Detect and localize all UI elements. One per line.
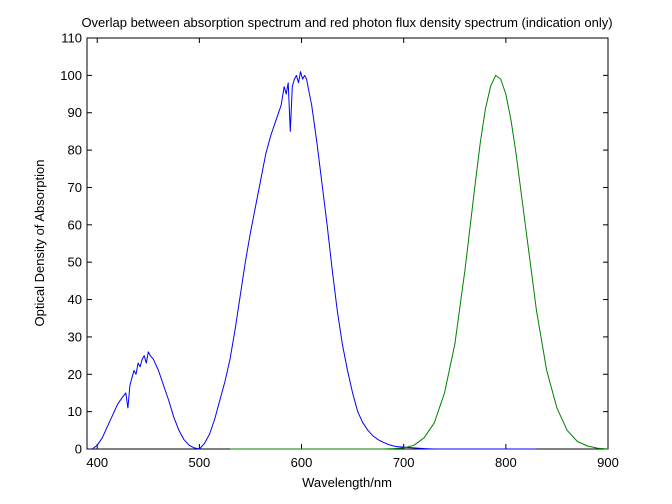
y-axis-label: Optical Density of Absorption <box>32 160 47 327</box>
y-tick-label: 0 <box>75 442 82 457</box>
y-tick-label: 80 <box>68 143 82 158</box>
x-tick-label: 700 <box>393 455 415 470</box>
y-tick-label: 60 <box>68 217 82 232</box>
y-tick-label: 110 <box>61 31 82 46</box>
plot-area <box>86 37 609 450</box>
y-tick-label: 90 <box>68 105 82 120</box>
x-tick-label: 900 <box>597 455 619 470</box>
x-axis-label: Wavelength/nm <box>302 475 392 490</box>
y-tick-label: 30 <box>68 329 82 344</box>
y-tick-label: 70 <box>68 180 82 195</box>
y-tick-label: 20 <box>68 367 82 382</box>
y-tick-label: 50 <box>68 255 82 270</box>
y-tick-label: 100 <box>60 68 82 83</box>
series-line-2 <box>230 74 609 450</box>
x-tick-label: 800 <box>495 455 517 470</box>
axis-ticks: 400 500 600 700 800 900 0 10 20 30 40 50 60 70 80 90 100… <box>60 31 619 471</box>
y-tick-label: 10 <box>68 404 82 419</box>
series-layer <box>91 71 609 450</box>
x-tick-label: 400 <box>86 455 108 470</box>
y-tick-label: 40 <box>68 292 82 307</box>
chart-title: Overlap between absorption spectrum and … <box>81 15 612 30</box>
x-tick-label: 600 <box>291 455 313 470</box>
x-tick-label: 500 <box>189 455 211 470</box>
series-line-1 <box>91 71 537 450</box>
